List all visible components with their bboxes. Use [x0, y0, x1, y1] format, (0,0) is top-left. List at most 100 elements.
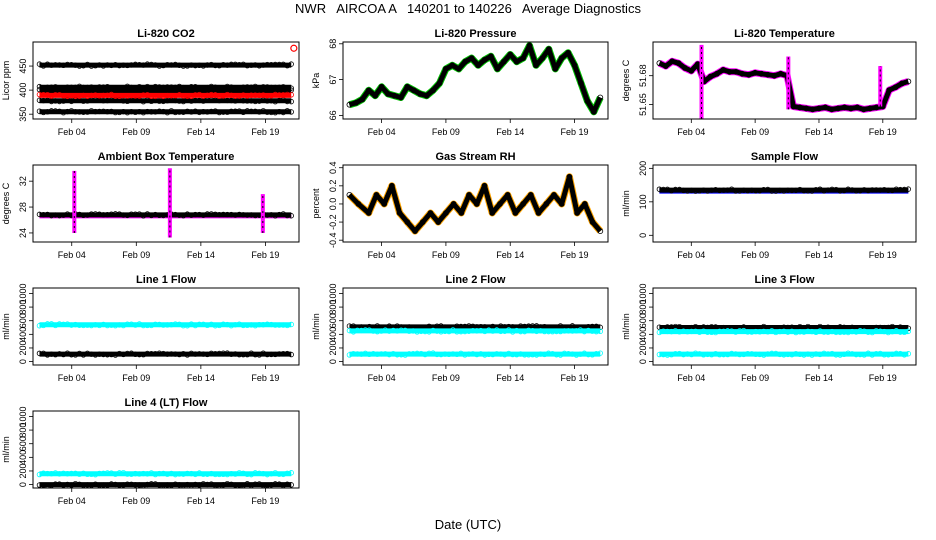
point — [60, 470, 67, 477]
x-tick-label: Feb 04 — [368, 373, 396, 383]
point — [56, 98, 63, 105]
point — [797, 351, 803, 358]
point — [172, 321, 179, 327]
point — [276, 322, 282, 328]
point — [76, 109, 83, 115]
point — [172, 351, 179, 357]
point — [366, 327, 373, 333]
point — [801, 329, 807, 335]
point — [220, 471, 227, 478]
point — [268, 98, 274, 104]
point — [244, 471, 250, 478]
point — [220, 109, 227, 115]
point — [184, 481, 191, 488]
point — [404, 83, 411, 90]
point — [112, 87, 119, 94]
point — [188, 62, 195, 68]
point — [184, 108, 191, 115]
point — [236, 470, 242, 476]
point — [116, 350, 123, 357]
point — [136, 93, 143, 99]
point — [208, 211, 215, 217]
plot-area — [36, 168, 294, 238]
point — [458, 328, 464, 335]
point — [867, 105, 873, 112]
point — [124, 350, 131, 357]
point — [288, 109, 294, 115]
x-tick-label: Feb 04 — [677, 373, 705, 383]
point — [112, 322, 119, 329]
point — [160, 470, 167, 477]
point — [597, 350, 603, 356]
point — [877, 187, 883, 193]
point — [248, 92, 254, 98]
point — [680, 351, 687, 358]
point — [849, 187, 855, 193]
point — [513, 327, 520, 334]
point — [785, 187, 791, 193]
y-axis-label: percent — [311, 188, 321, 219]
plot-area — [346, 173, 604, 235]
point — [558, 55, 565, 62]
point — [769, 350, 775, 357]
point — [128, 211, 135, 217]
point — [585, 327, 592, 334]
plot-frame — [652, 287, 917, 366]
point — [785, 329, 791, 335]
point — [200, 93, 207, 99]
point — [758, 70, 765, 77]
point — [741, 187, 747, 194]
point — [700, 187, 707, 193]
point — [284, 350, 290, 357]
point — [449, 62, 456, 69]
point — [525, 327, 532, 333]
point — [212, 323, 219, 329]
point — [64, 471, 71, 477]
point — [168, 322, 175, 328]
point — [100, 92, 107, 99]
point — [732, 188, 739, 194]
point — [264, 321, 270, 327]
point — [160, 350, 167, 357]
point — [92, 352, 99, 358]
point — [793, 187, 799, 194]
point — [232, 93, 238, 99]
point — [885, 352, 891, 358]
point — [36, 323, 43, 329]
point — [749, 329, 755, 335]
point — [156, 212, 163, 219]
point — [180, 93, 187, 99]
point — [905, 78, 912, 85]
y-axis-label: degrees C — [1, 182, 11, 224]
point — [88, 322, 95, 329]
plot-area — [346, 42, 604, 116]
point — [809, 328, 815, 335]
point — [264, 471, 270, 478]
point — [406, 328, 412, 334]
x-tick-label: Feb 09 — [122, 373, 150, 383]
y-tick-label: 400 — [18, 450, 28, 465]
point — [96, 322, 103, 329]
point — [76, 471, 83, 477]
point — [422, 328, 428, 335]
point — [672, 350, 679, 357]
point — [672, 186, 679, 193]
point — [88, 471, 95, 478]
chart-co2: Li-820 CO2 Licor ppm 350 400 450 Feb 04 Feb 09… — [1, 28, 300, 137]
point — [272, 61, 278, 68]
point — [761, 328, 767, 335]
chart-title: Li-820 Temperature — [734, 28, 835, 40]
series-spikes — [699, 44, 883, 119]
point — [148, 481, 155, 487]
point — [672, 328, 679, 334]
y-axis-label: ml/min — [1, 313, 11, 340]
point — [498, 323, 504, 329]
plot-frame — [32, 410, 300, 489]
plot-frame — [652, 41, 917, 120]
point — [732, 351, 739, 357]
point — [176, 109, 183, 115]
x-tick-label: Feb 04 — [677, 250, 705, 260]
point — [284, 87, 290, 94]
point — [365, 87, 372, 94]
point — [720, 351, 727, 358]
